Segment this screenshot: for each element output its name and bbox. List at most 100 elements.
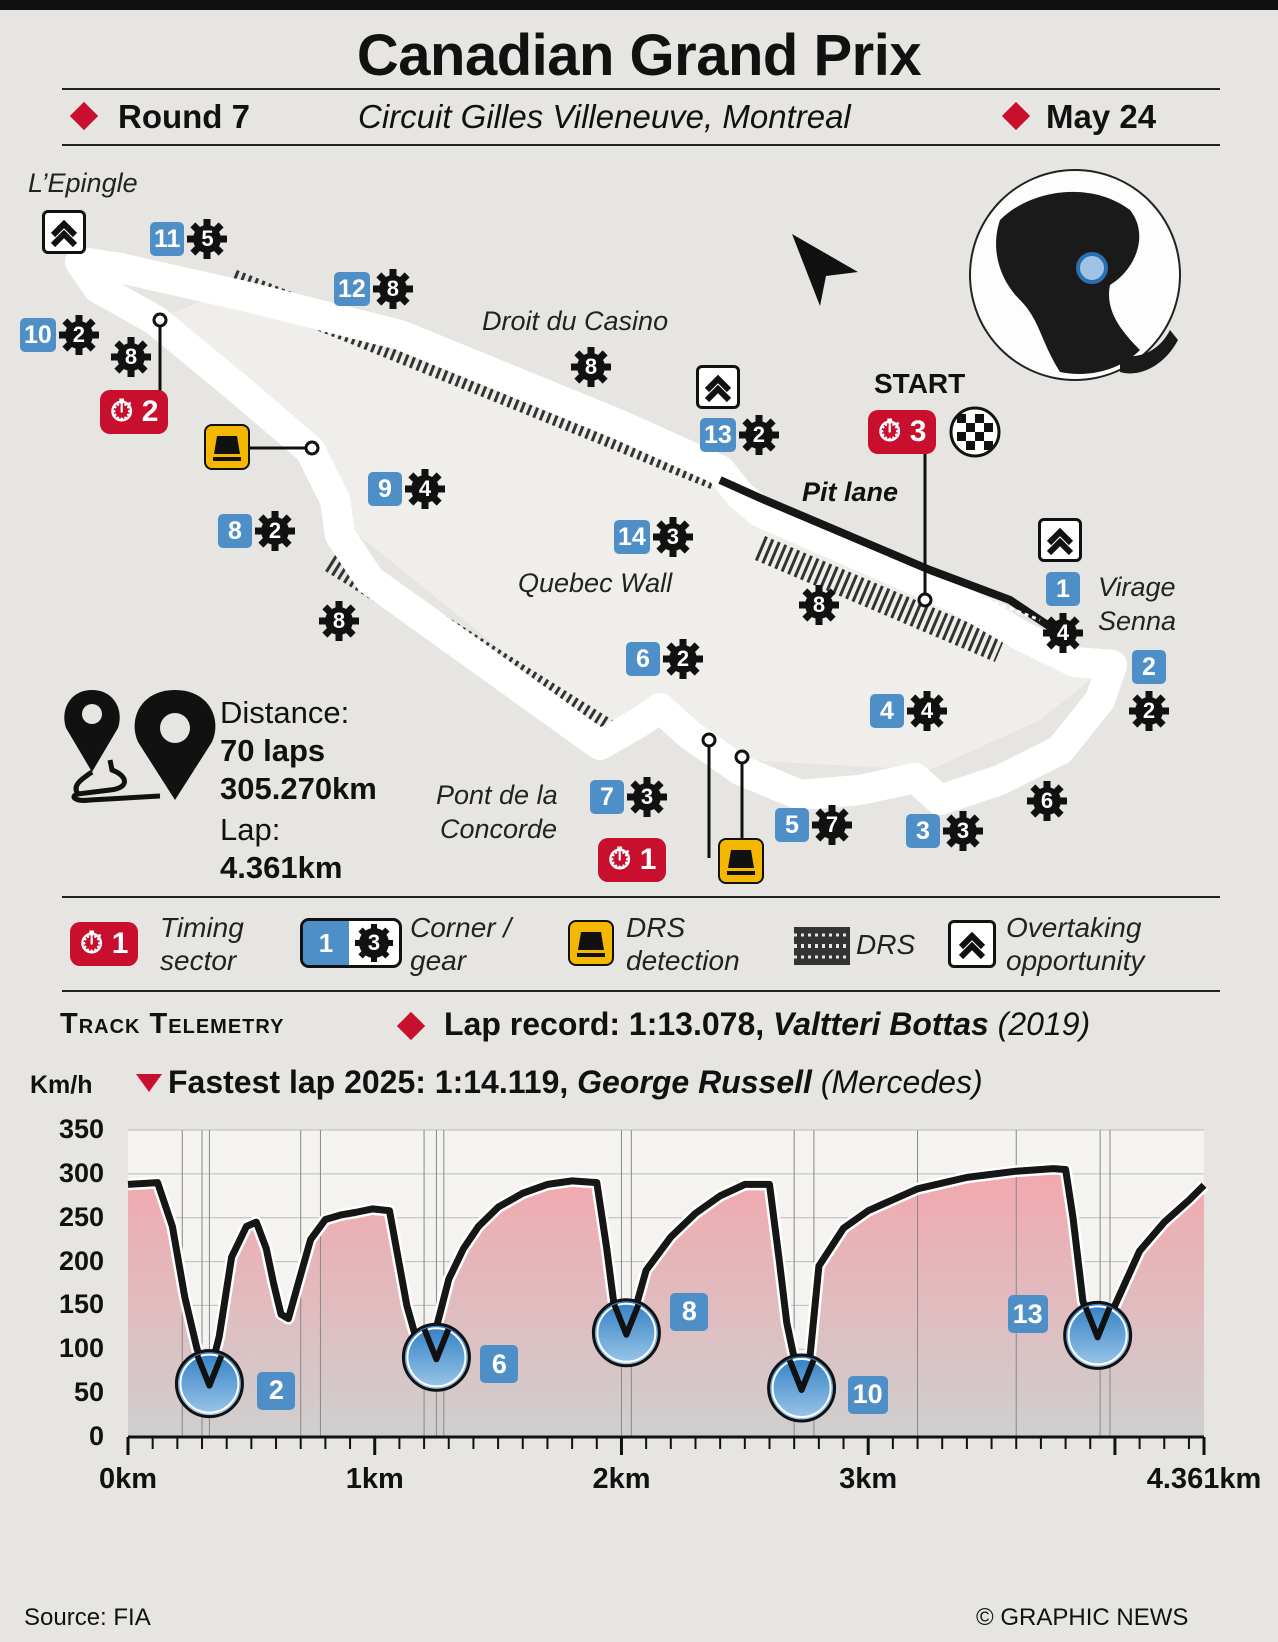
legend-timing-icon: ⏱ 1: [70, 922, 139, 966]
corner-speed-dip: [611, 1303, 642, 1338]
round-label: Round 7: [118, 98, 250, 135]
gear-number: 8: [812, 592, 826, 617]
gear-icon: 6: [1026, 780, 1068, 822]
gear-icon: 7: [811, 804, 853, 846]
corner-10: 10 2: [20, 315, 100, 355]
y-tick-label: 300: [58, 1157, 104, 1188]
triangle-down-icon: [136, 1074, 162, 1092]
gear-number: 3: [956, 818, 970, 843]
corner-label-6: 6: [480, 1345, 519, 1384]
corner-speed-marker-ring: [1067, 1305, 1128, 1366]
corner-label-2: 2: [257, 1371, 296, 1410]
corner-speed-marker-ring: [179, 1353, 240, 1414]
telemetry-heading: Track Telemetry: [60, 1008, 285, 1040]
race-distance-value: 305.270km: [220, 771, 377, 806]
corner-number: 7: [590, 780, 624, 814]
chequered-flag-icon: [949, 406, 1001, 458]
gear-icon: 8: [570, 346, 612, 388]
gear-number: 7: [825, 812, 839, 837]
gear-icon: 2: [1128, 690, 1170, 732]
corner-number: 4: [870, 694, 904, 728]
legend-corner-line1: Corner /: [410, 912, 512, 943]
corner-number: 3: [906, 814, 940, 848]
label-concorde: Concorde: [440, 814, 558, 844]
y-tick-label: 50: [73, 1377, 104, 1408]
corner-number: 6: [626, 642, 660, 676]
date-diamond-icon: [1001, 101, 1031, 131]
gear-number: 8: [124, 344, 138, 369]
legend-timing-line1: Timing: [160, 912, 244, 943]
stopwatch-icon: ⏱: [110, 395, 134, 428]
pit-lane-line: [718, 476, 1073, 644]
legend-ovt-line1: Overtaking: [1006, 912, 1142, 943]
legend-timing-line2: sector: [160, 945, 237, 976]
corner-speed-dip: [1082, 1306, 1113, 1341]
label-start: START: [874, 368, 966, 399]
corner-number: 10: [20, 318, 56, 352]
legend-divider-bottom: [62, 990, 1220, 992]
legend-ovt-line2: opportunity: [1006, 945, 1145, 976]
source-credit: Source: FIA: [24, 1604, 151, 1631]
label-droit-du-casino: Droit du Casino: [482, 306, 669, 336]
race-date: May 24: [1046, 98, 1157, 135]
gear-icon: 8: [318, 600, 360, 642]
gear-number: 2: [752, 422, 765, 447]
x-tick-label: 4.361km: [1146, 1463, 1262, 1495]
fastest-lap: Fastest lap 2025: 1:14.119, George Russe…: [168, 1064, 983, 1100]
gear-icon: 3: [353, 922, 395, 964]
header-divider-bottom: [62, 144, 1220, 146]
gear-number: 8: [386, 276, 399, 301]
legend-drsdet-line2: detection: [626, 945, 740, 976]
gear-number: 3: [640, 784, 654, 809]
legend-drs-label: DRS: [856, 929, 916, 960]
header-divider-top: [62, 88, 1220, 90]
gear-number: 5: [201, 226, 214, 251]
circuit-name: Circuit Gilles Villeneuve, Montreal: [358, 98, 851, 135]
gear-number: 2: [268, 518, 282, 543]
gear-number: 6: [1040, 788, 1054, 813]
y-tick-label: 200: [58, 1245, 104, 1276]
legend-drsdet-line1: DRS: [626, 912, 686, 943]
drs-detection-icon: [204, 424, 250, 470]
label-quebec-wall: Quebec Wall: [518, 568, 673, 598]
speed-area: [128, 1168, 1204, 1437]
gear-icon: 4: [404, 468, 446, 510]
distance-label: Distance:: [220, 695, 350, 730]
x-tick-label: 1km: [345, 1463, 404, 1495]
gear-icon: 3: [942, 810, 984, 852]
lap-record: Lap record: 1:13.078, Valtteri Bottas (2…: [444, 1006, 1091, 1042]
timing-sector-2: ⏱ 2: [100, 390, 169, 434]
corner-number: 14: [614, 520, 650, 554]
corner-speed-marker-ring: [596, 1302, 657, 1363]
corner-12: 12 8: [334, 269, 414, 309]
legend-divider-top: [62, 896, 1220, 898]
corner-number: 5: [775, 808, 809, 842]
corner-label-10: 10: [847, 1375, 888, 1414]
leader-dots: [152, 312, 933, 765]
x-tick-label: 2km: [592, 1463, 651, 1495]
y-tick-label: 100: [58, 1333, 104, 1364]
corner-number: 2: [1132, 650, 1166, 684]
graphic-news-credit: © GRAPHIC NEWS: [976, 1604, 1189, 1631]
gear-icon: 4: [1042, 612, 1084, 654]
overtaking-icon: [696, 365, 740, 409]
gear-number: 2: [1142, 698, 1156, 723]
x-tick-label: 0km: [98, 1463, 158, 1495]
corner-number: 13: [700, 418, 736, 452]
gear-icon: 3: [626, 776, 668, 818]
corner-number: 8: [218, 514, 252, 548]
gear-icon: 4: [906, 690, 948, 732]
corner-14: 14 3: [614, 517, 694, 557]
corner-speed-marker-ring: [771, 1357, 832, 1418]
gear-number: 4: [920, 698, 934, 723]
gear-icon: 8: [110, 336, 152, 378]
corner-number: 11: [150, 222, 185, 256]
label-pit-lane: Pit lane: [802, 477, 899, 507]
corner-speed-dip: [194, 1354, 225, 1389]
globe-icon: [969, 169, 1181, 381]
